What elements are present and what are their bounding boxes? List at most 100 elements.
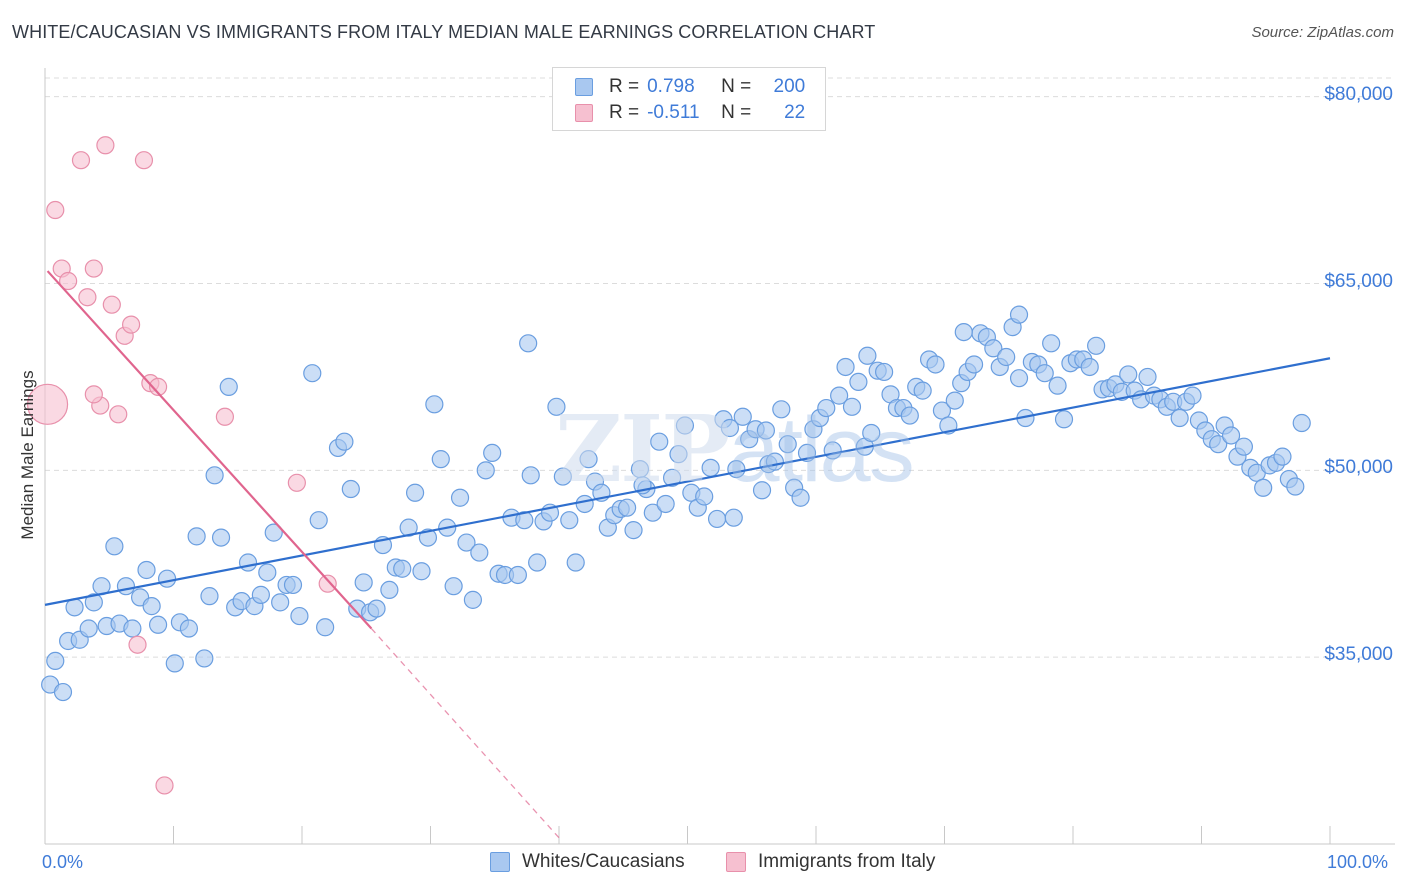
- data-point-whites: [984, 339, 1003, 358]
- data-point-italy: [128, 635, 147, 654]
- data-point-whites: [309, 511, 328, 530]
- data-point-whites: [271, 593, 290, 612]
- data-point-whites: [238, 553, 258, 572]
- data-point-whites: [695, 487, 714, 506]
- data-point-whites: [528, 553, 547, 572]
- n-value: 200: [773, 76, 806, 97]
- legend-item-whites[interactable]: Whites/Caucasians: [490, 851, 685, 873]
- data-point-italy: [26, 383, 69, 425]
- legend-label-whites: Whites/Caucasians: [522, 851, 685, 872]
- data-point-whites: [1221, 426, 1241, 445]
- data-point-whites: [341, 479, 360, 499]
- data-point-whites: [335, 432, 354, 451]
- data-point-whites: [444, 577, 463, 596]
- y-tick-label: $65,000: [1324, 270, 1393, 292]
- legend-label-italy: Immigrants from Italy: [758, 851, 936, 872]
- data-point-whites: [1054, 410, 1074, 429]
- data-point-whites: [105, 537, 124, 556]
- data-point-whites: [393, 559, 412, 578]
- data-point-whites: [579, 450, 598, 469]
- data-point-whites: [258, 563, 277, 582]
- watermark: ZIPatlas: [555, 395, 915, 503]
- data-point-whites: [926, 355, 945, 374]
- pink-swatch: [575, 104, 593, 122]
- data-point-whites: [724, 508, 743, 527]
- data-point-whites: [205, 466, 224, 485]
- pink-swatch: [726, 852, 746, 872]
- data-point-whites: [836, 357, 855, 377]
- data-point-whites: [187, 527, 206, 546]
- data-point-whites: [142, 597, 161, 616]
- data-point-whites: [733, 407, 752, 426]
- data-point-whites: [450, 488, 470, 507]
- data-point-whites: [367, 599, 386, 618]
- data-point-whites: [425, 395, 444, 414]
- data-point-italy: [155, 776, 174, 795]
- data-point-whites: [964, 355, 984, 374]
- data-point-whites: [157, 569, 177, 588]
- data-point-whites: [303, 364, 322, 383]
- data-point-whites: [547, 397, 566, 416]
- data-point-whites: [316, 618, 335, 637]
- chart-title: WHITE/CAUCASIAN VS IMMIGRANTS FROM ITALY…: [12, 22, 876, 42]
- data-point-whites: [756, 421, 775, 440]
- data-point-whites: [1254, 478, 1273, 497]
- data-point-whites: [1119, 365, 1138, 384]
- data-point-whites: [116, 577, 136, 596]
- immigrants-from-italy-points: [26, 136, 337, 795]
- n-label: N =: [721, 102, 752, 123]
- r-label: R =: [609, 76, 640, 97]
- trend-line-whites: [44, 357, 1331, 606]
- data-point-whites: [849, 372, 868, 392]
- trend-line-italy: [46, 270, 373, 630]
- data-point-whites: [791, 488, 810, 507]
- data-point-whites: [457, 533, 476, 552]
- data-point-whites: [669, 445, 688, 464]
- data-point-whites: [137, 560, 156, 580]
- whites-caucasians-points: [41, 305, 1311, 702]
- series-legend: Whites/Caucasians Immigrants from Italy: [0, 851, 1406, 877]
- data-point-whites: [1234, 437, 1254, 456]
- data-point-whites: [179, 619, 199, 638]
- data-point-whites: [624, 521, 643, 540]
- y-axis-label: Median Male Earnings: [18, 370, 37, 540]
- data-point-whites: [1080, 357, 1099, 377]
- data-point-whites: [165, 654, 184, 673]
- data-point-whites: [515, 511, 534, 530]
- data-point-whites: [752, 481, 772, 500]
- data-point-italy: [148, 377, 168, 396]
- data-point-italy: [287, 473, 306, 492]
- legend-item-italy[interactable]: Immigrants from Italy: [726, 851, 935, 873]
- blue-swatch: [575, 78, 593, 96]
- data-point-whites: [720, 418, 740, 438]
- data-point-whites: [900, 406, 919, 425]
- source-credit: Source: ZipAtlas.com: [1251, 24, 1394, 41]
- data-point-whites: [1170, 408, 1189, 428]
- data-point-whites: [830, 386, 849, 405]
- x-tick-label-max: 100.0%: [1327, 852, 1389, 872]
- data-point-whites: [707, 509, 727, 529]
- data-point-whites: [519, 334, 538, 353]
- data-point-whites: [354, 573, 373, 592]
- axes: [44, 68, 1395, 845]
- data-point-whites: [662, 468, 682, 487]
- legend-row-whites: R = 0.798 N = 200: [575, 75, 805, 99]
- data-point-whites: [148, 615, 168, 634]
- data-point-whites: [1009, 305, 1029, 324]
- data-point-italy: [71, 151, 91, 170]
- legend-row-italy: R = -0.511 N = 22: [575, 101, 805, 125]
- data-point-whites: [476, 461, 495, 480]
- data-point-whites: [862, 423, 881, 443]
- data-point-whites: [211, 528, 231, 547]
- data-point-whites: [195, 649, 214, 668]
- data-point-whites: [778, 435, 797, 454]
- data-point-italy: [46, 200, 65, 220]
- data-point-whites: [418, 528, 438, 547]
- data-point-italy: [318, 574, 337, 593]
- data-point-whites: [954, 322, 973, 342]
- blue-swatch: [490, 852, 510, 872]
- data-point-whites: [84, 593, 103, 612]
- data-point-whites: [1273, 447, 1292, 466]
- data-point-italy: [84, 259, 103, 278]
- data-point-whites: [431, 450, 450, 469]
